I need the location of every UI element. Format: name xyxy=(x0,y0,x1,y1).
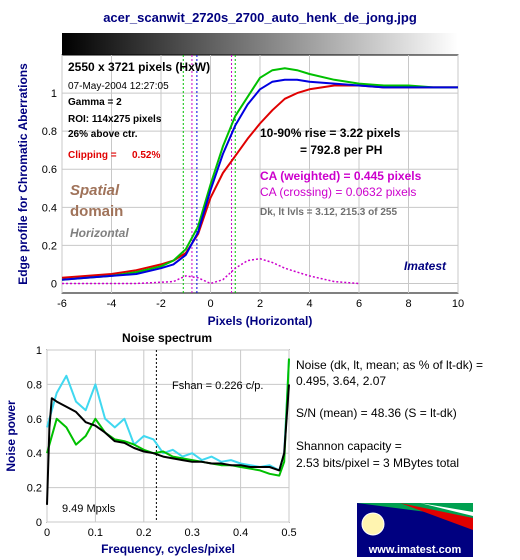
x-tick-label: 0.1 xyxy=(88,527,103,539)
y-tick-label: 0.6 xyxy=(27,414,42,426)
roi-size: ROI: 114x275 pixels xyxy=(68,114,162,125)
shannon-line1: Shannon capacity = xyxy=(296,439,402,453)
x-tick-label: 0 xyxy=(207,298,213,310)
file-title: acer_scanwit_2720s_2700_auto_henk_de_jon… xyxy=(103,10,417,25)
rise-distance: 10-90% rise = 3.22 pixels xyxy=(260,126,401,140)
x-tick-label: -6 xyxy=(57,298,67,310)
y-tick-label: 0.4 xyxy=(42,202,57,214)
noise-x-axis-label: Frequency, cycles/pixel xyxy=(101,542,235,556)
x-tick-label: 0.3 xyxy=(185,527,200,539)
brand-label: Imatest xyxy=(404,259,447,273)
series-line-blue xyxy=(61,78,458,281)
noise-y-axis-label: Noise power xyxy=(4,400,18,472)
capture-date: 07-May-2004 12:27:05 xyxy=(68,81,169,92)
domain-label: domain xyxy=(70,203,123,220)
ca-weighted: CA (weighted) = 0.445 pixels xyxy=(260,169,422,183)
orientation-label: Horizontal xyxy=(70,226,129,240)
imatest-logo[interactable]: www.imatest.com xyxy=(357,503,473,557)
x-tick-label: -4 xyxy=(107,298,117,310)
ca-crossing: CA (crossing) = 0.0632 pixels xyxy=(260,185,416,199)
x-tick-label: 8 xyxy=(405,298,411,310)
noise-chart-title: Noise spectrum xyxy=(122,331,212,345)
y-tick-label: 0 xyxy=(36,517,42,529)
shannon-line2: 2.53 bits/pixel = 3 MBytes total xyxy=(296,456,459,470)
x-tick-label: 0.5 xyxy=(281,527,296,539)
y-tick-label: 0 xyxy=(51,278,57,290)
megapixels-label: 9.49 Mpxls xyxy=(62,503,116,515)
x-tick-label: 4 xyxy=(306,298,312,310)
noise-spectrum-chart: 0 0.1 0.2 0.3 0.4 0.5 0 0.2 0.4 0.6 0.8 1 xyxy=(27,345,297,539)
series-line-green xyxy=(61,67,458,281)
x-tick-label: 0 xyxy=(44,527,50,539)
x-tick-label: -2 xyxy=(156,298,166,310)
y-tick-label: 0.4 xyxy=(27,448,42,460)
y-tick-label: 1 xyxy=(51,88,57,100)
x-tick-label: 2 xyxy=(257,298,263,310)
y-tick-label: 0.8 xyxy=(27,379,42,391)
signal-to-noise: S/N (mean) = 48.36 (S = lt-dk) xyxy=(296,406,457,420)
y-tick-label: 0.2 xyxy=(42,240,57,252)
x-tick-label: 10 xyxy=(452,298,464,310)
gamma-value: Gamma = 2 xyxy=(68,97,122,108)
spatial-label: Spatial xyxy=(70,182,120,199)
noise-plot-area xyxy=(46,349,290,523)
logo-url[interactable]: www.imatest.com xyxy=(368,544,462,556)
series-line-green xyxy=(46,358,290,477)
x-tick-label: 0.4 xyxy=(233,527,248,539)
noise-stats-line2: 0.495, 3.64, 2.07 xyxy=(296,374,386,388)
series-line-magenta xyxy=(62,257,360,285)
noise-stats-line1: Noise (dk, lt, mean; as % of lt-dk) = xyxy=(296,358,483,372)
y-tick-label: 0.8 xyxy=(42,126,57,138)
series-line-black xyxy=(46,384,290,505)
gray-ramp xyxy=(62,33,458,55)
x-tick-label: 0.2 xyxy=(136,527,151,539)
fshan-label: Fshan = 0.226 c/p. xyxy=(172,380,263,392)
clipping-value: 0.52% xyxy=(132,150,160,161)
y-tick-label: 1 xyxy=(36,345,42,357)
edge-x-axis-label: Pixels (Horizontal) xyxy=(208,314,313,328)
y-tick-label: 0.2 xyxy=(27,483,42,495)
image-size: 2550 x 3721 pixels (HxW) xyxy=(68,60,210,74)
edge-profile-chart: -6 -4 -2 0 2 4 6 8 10 0 0.2 0.4 0.6 0.8 1 xyxy=(42,54,464,310)
x-tick-label: 6 xyxy=(356,298,362,310)
lines-per-ph: = 792.8 per PH xyxy=(300,143,382,157)
clipping-label: Clipping = xyxy=(68,150,117,161)
edge-y-axis-label: Edge profile for Chromatic Aberrations xyxy=(16,63,30,285)
roi-position: 26% above ctr. xyxy=(68,129,138,140)
levels: Dk, lt lvls = 3.12, 215.3 of 255 xyxy=(260,207,397,218)
y-tick-label: 0.6 xyxy=(42,164,57,176)
